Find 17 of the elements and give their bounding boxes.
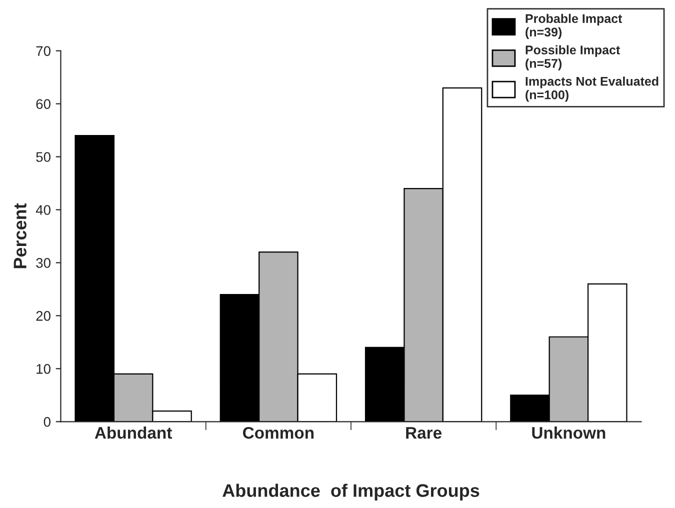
x-tick-label: Common (243, 426, 314, 439)
y-axis-title: Percent (14, 203, 26, 268)
legend-label: Impacts Not Evaluated (n=100) (526, 76, 658, 102)
y-tick-label: 30 (36, 258, 50, 268)
x-tick-label: Rare (406, 427, 442, 439)
y-tick-label: 70 (36, 46, 50, 56)
x-axis-title: Abundance of Impact Groups (222, 484, 480, 501)
y-tick-label: 10 (36, 364, 50, 374)
x-tick-label: Unknown (532, 426, 606, 439)
legend-label: Possible Impact (n=57) (526, 45, 620, 70)
x-tick-label: Abundant (94, 426, 172, 439)
y-tick-label: 50 (36, 152, 50, 162)
y-tick-label: 60 (36, 99, 50, 109)
y-tick-label: 40 (36, 205, 50, 215)
y-tick-label: 20 (36, 311, 50, 321)
y-tick-label: 0 (44, 416, 50, 427)
legend-label: Probable Impact (n=39) (526, 14, 622, 39)
